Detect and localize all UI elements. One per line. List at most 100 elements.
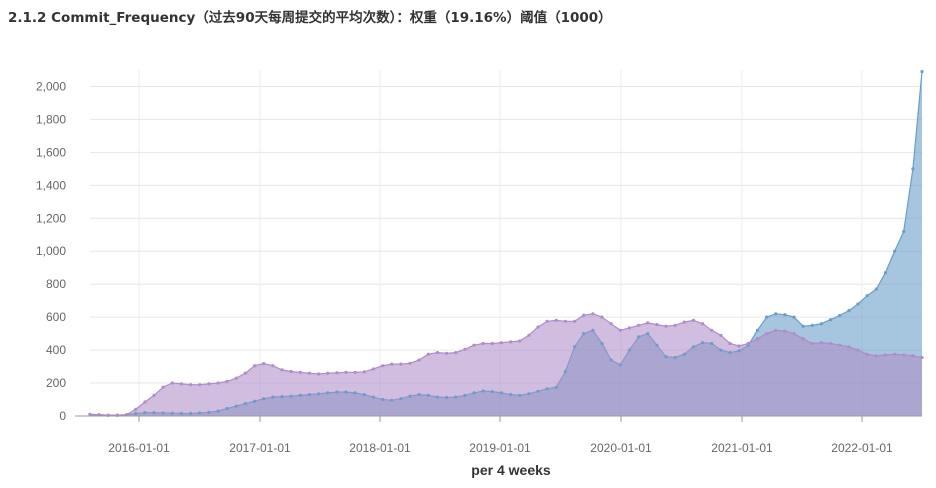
data-point (307, 393, 311, 397)
data-point (179, 382, 183, 386)
data-point (691, 345, 696, 349)
y-tick-label: 0 (59, 409, 66, 423)
data-point (463, 393, 467, 397)
data-point (545, 387, 549, 391)
data-point (243, 371, 247, 375)
data-point (618, 363, 622, 367)
y-tick-label: 1,200 (36, 211, 66, 225)
data-point (545, 319, 549, 323)
x-axis-label: per 4 weeks (471, 462, 551, 478)
x-tick-label: 2021-01-01 (711, 441, 773, 455)
data-point (883, 353, 888, 357)
data-point (637, 323, 641, 327)
y-tick-labels: 0 200 400 600 800 1,000 1,200 1,400 1,600 1,800 2,… (36, 79, 66, 423)
x-axis (75, 415, 922, 422)
data-point (655, 323, 659, 327)
data-point (381, 397, 385, 402)
data-point (317, 372, 321, 376)
data-point (143, 411, 147, 415)
data-point (883, 271, 888, 275)
data-point (600, 341, 604, 346)
data-point (353, 391, 357, 395)
data-point (765, 332, 769, 336)
data-point (573, 345, 577, 349)
data-point (152, 393, 156, 397)
data-point (253, 399, 257, 403)
data-point (627, 348, 632, 352)
data-point (170, 381, 174, 385)
data-point (454, 395, 458, 399)
data-point (381, 364, 385, 368)
data-point (701, 341, 705, 345)
x-tick-labels: 2016-01-01 2017-01-01 2018-01-01 2019-01-01… (108, 441, 893, 455)
data-point (289, 394, 293, 398)
data-point (737, 344, 741, 348)
data-point (737, 349, 741, 353)
data-point (179, 411, 183, 416)
data-point (701, 322, 705, 326)
data-point (536, 389, 540, 393)
data-point (170, 411, 174, 415)
x-tick-label: 2020-01-01 (590, 441, 652, 455)
data-point (682, 320, 686, 324)
data-point (755, 337, 760, 341)
data-point (88, 412, 92, 416)
x-tick-label: 2016-01-01 (108, 441, 170, 455)
data-point (161, 385, 165, 389)
data-point (874, 354, 878, 358)
data-point (371, 395, 375, 399)
y-tick-label: 400 (46, 343, 66, 357)
data-point (810, 341, 814, 346)
data-point (819, 341, 824, 345)
data-point (399, 362, 403, 366)
data-point (911, 354, 915, 358)
data-point (847, 345, 851, 349)
data-point (499, 341, 503, 345)
data-point (911, 167, 915, 171)
data-point (600, 315, 604, 319)
data-point (527, 333, 531, 337)
data-point (902, 229, 906, 234)
y-tick-label: 600 (46, 310, 66, 324)
data-point (189, 383, 193, 387)
data-point (417, 358, 421, 362)
data-point (472, 343, 476, 347)
data-point (801, 324, 805, 328)
data-point (573, 319, 577, 323)
data-point (271, 395, 275, 399)
data-point (243, 402, 247, 406)
data-point (152, 411, 156, 415)
data-point (499, 391, 503, 395)
data-point (472, 391, 476, 395)
data-point (874, 287, 878, 291)
data-point (289, 369, 293, 374)
data-point (810, 323, 814, 327)
data-point (408, 394, 412, 398)
data-point (554, 318, 558, 322)
data-point (271, 364, 275, 368)
data-point (783, 329, 787, 333)
data-point (362, 370, 366, 374)
data-point (609, 358, 613, 362)
data-point (774, 328, 778, 332)
data-point (554, 385, 558, 389)
y-tick-label: 800 (46, 277, 66, 291)
data-point (609, 322, 613, 326)
data-point (216, 409, 220, 413)
data-point (134, 411, 138, 416)
data-point (673, 355, 677, 360)
data-point (710, 328, 714, 332)
x-tick-label: 2017-01-01 (229, 441, 291, 455)
data-point (435, 351, 439, 355)
data-point (307, 371, 311, 375)
data-point (207, 382, 211, 386)
data-point (563, 319, 568, 323)
data-point (253, 364, 257, 368)
data-point (819, 322, 824, 326)
data-point (719, 348, 723, 352)
data-point (646, 332, 650, 336)
data-point (627, 326, 632, 330)
data-point (682, 352, 686, 356)
x-tick-label: 2019-01-01 (469, 441, 531, 455)
